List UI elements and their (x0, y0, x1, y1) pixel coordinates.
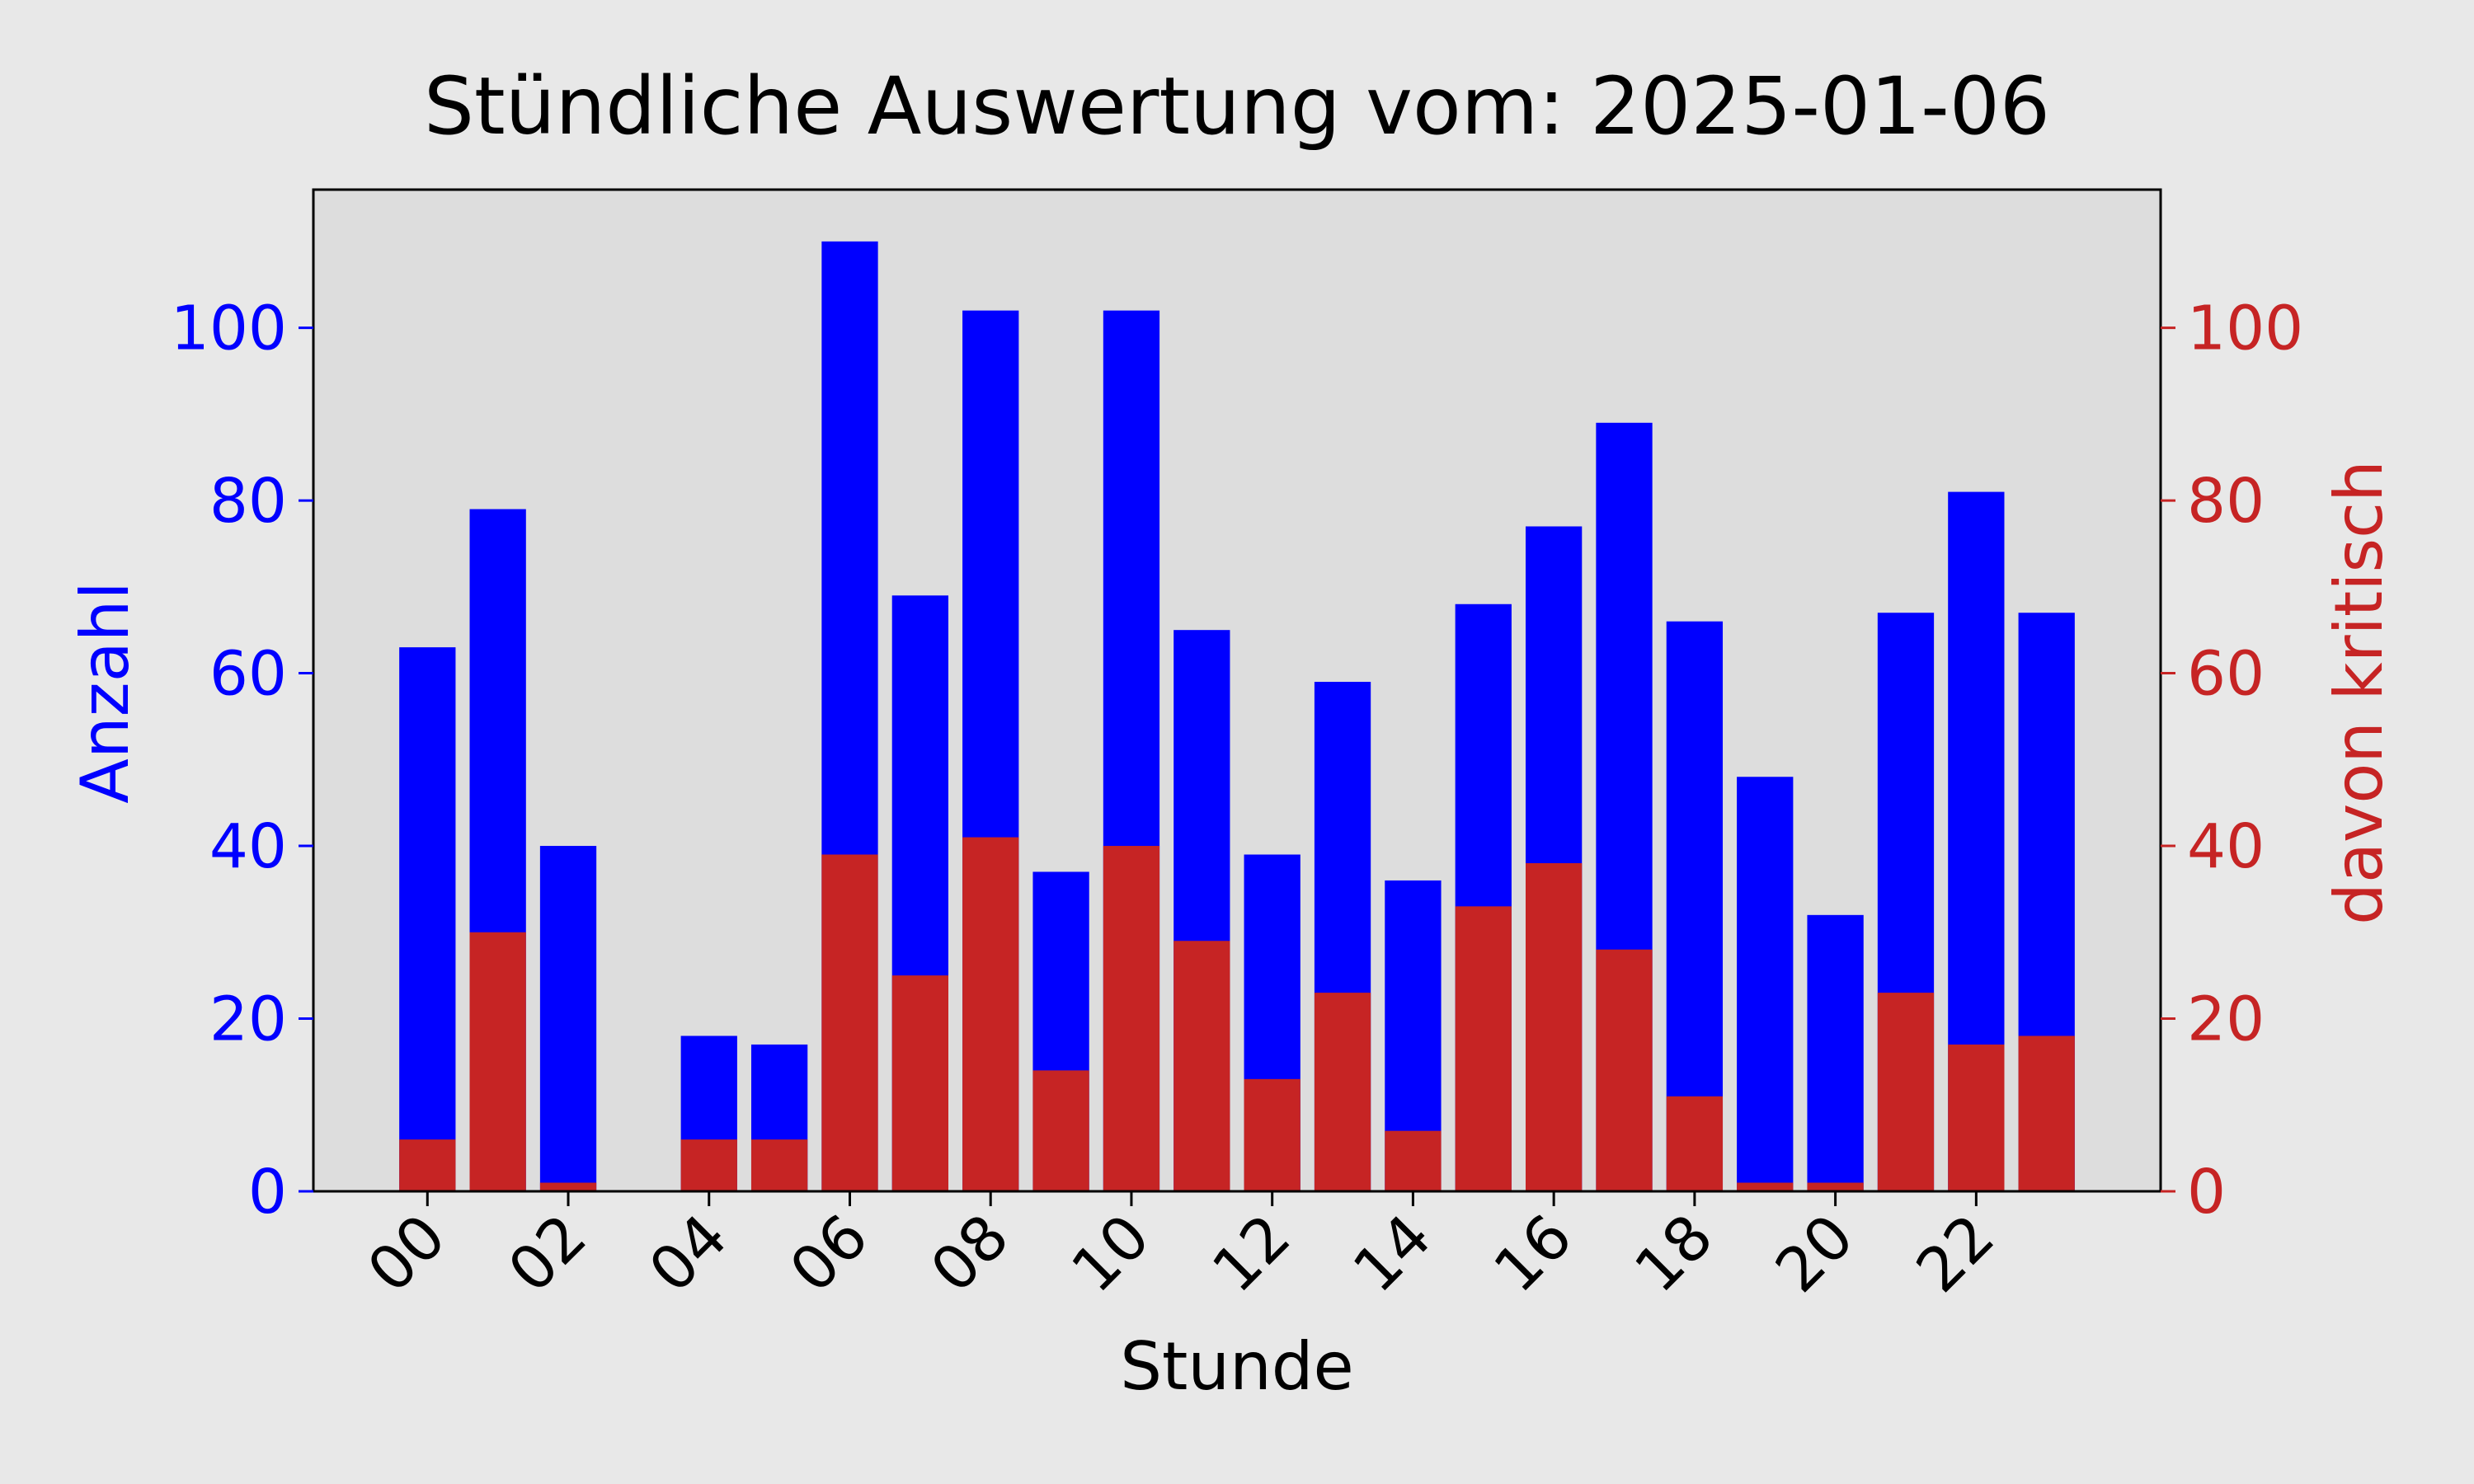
x-axis-label: Stunde (1120, 1328, 1354, 1405)
bar-kritisch (1877, 993, 1935, 1191)
chart-title: Stündliche Auswertung vom: 2025-01-06 (424, 60, 2050, 153)
bar-anzahl (1737, 777, 1794, 1191)
bar-kritisch (1807, 1182, 1864, 1191)
bars-critical-group (399, 837, 2075, 1191)
left-tick-label: 60 (209, 639, 287, 710)
bar-kritisch (680, 1139, 737, 1191)
bar-kritisch (1314, 993, 1371, 1191)
bar-kritisch (1666, 1096, 1724, 1191)
bar-kritisch (1455, 906, 1512, 1191)
y-axis-label-right: davon kritisch (2321, 460, 2397, 925)
bar-kritisch (539, 1182, 597, 1191)
bar-kritisch (2018, 1036, 2075, 1191)
left-tick-label: 100 (171, 294, 287, 364)
bar-kritisch (1244, 1078, 1300, 1191)
bar-anzahl (399, 647, 456, 1191)
bar-kritisch (399, 1139, 456, 1191)
bar-kritisch (1526, 862, 1583, 1191)
y-axis-label-left: Anzahl (67, 581, 143, 803)
right-axis-ticks: 0 20 40 60 80 100 (2161, 294, 2303, 1228)
left-tick-label: 40 (209, 811, 287, 882)
left-axis-ticks: 0 20 40 60 80 100 (171, 294, 313, 1228)
bar-kritisch (1948, 1044, 2005, 1191)
left-tick-label: 20 (209, 984, 287, 1055)
bar-kritisch (1737, 1182, 1794, 1191)
left-tick-label: 0 (248, 1157, 287, 1228)
right-tick-label: 40 (2187, 811, 2265, 882)
bar-anzahl (1807, 914, 1864, 1191)
bar-kritisch (469, 932, 526, 1191)
right-tick-label: 20 (2187, 984, 2265, 1055)
bar-kritisch (1103, 846, 1160, 1191)
bar-kritisch (1596, 949, 1653, 1191)
right-tick-label: 0 (2187, 1157, 2226, 1228)
bar-kritisch (891, 975, 948, 1191)
right-tick-label: 80 (2187, 466, 2265, 537)
bar-kritisch (1032, 1070, 1089, 1191)
bar-kritisch (821, 854, 878, 1191)
bar-kritisch (1385, 1130, 1442, 1191)
bar-kritisch (750, 1139, 808, 1191)
bar-anzahl (539, 846, 597, 1191)
left-tick-label: 80 (209, 466, 287, 537)
right-tick-label: 100 (2187, 294, 2303, 364)
plot-frame (312, 188, 2162, 1193)
bar-kritisch (1174, 941, 1230, 1191)
right-tick-label: 60 (2187, 639, 2265, 710)
bar-kritisch (962, 837, 1019, 1191)
